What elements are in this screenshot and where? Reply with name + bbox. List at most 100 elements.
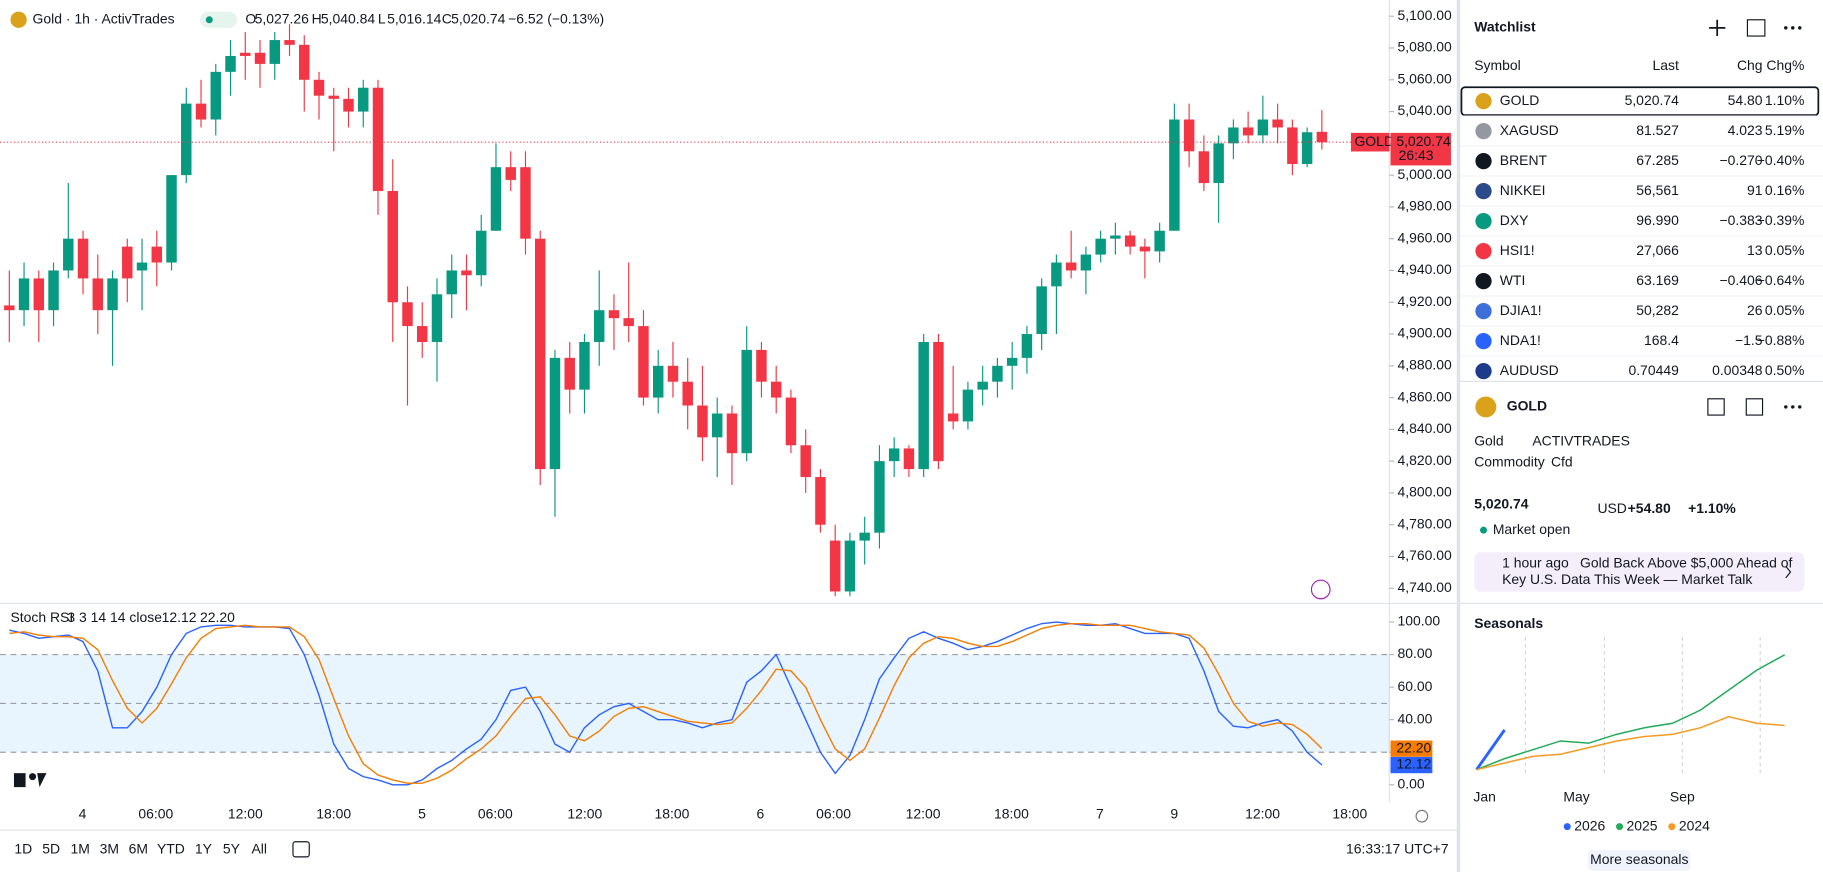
candle-body: [682, 381, 693, 406]
legend-dot: [1563, 823, 1571, 831]
range-button[interactable]: 6M: [129, 841, 148, 857]
candle-body: [785, 397, 797, 446]
x-tick-label: 12:00: [228, 806, 263, 822]
y-tick-label: 4,860.00: [1397, 388, 1452, 404]
candle-body: [122, 246, 133, 279]
ohlc-change: −6.52 (−0.13%): [508, 10, 604, 26]
seasonal-line: [1476, 715, 1785, 771]
row-cell: 67.285: [1636, 152, 1679, 168]
candle-body: [1169, 119, 1180, 231]
range-button[interactable]: 1Y: [195, 841, 212, 857]
legend-dot: [1668, 823, 1676, 831]
y-tick-label: 100.00: [1397, 613, 1440, 629]
more-dot[interactable]: [1798, 26, 1802, 30]
x-tick-label: 5: [418, 806, 426, 822]
row-symbol: DXY: [1500, 212, 1529, 228]
y-tick-label: 4,760.00: [1397, 547, 1452, 563]
candle-body: [461, 270, 472, 276]
stoch-k-value: 12.12: [162, 609, 197, 625]
range-button[interactable]: 5D: [42, 841, 60, 857]
candle-body: [328, 95, 339, 99]
row-cell: 27,066: [1636, 242, 1679, 258]
candle-body: [136, 262, 148, 271]
settings-icon[interactable]: [1415, 809, 1429, 823]
candle-body: [92, 278, 104, 311]
candle-body: [1272, 119, 1283, 128]
candle-body: [490, 167, 502, 231]
range-button[interactable]: 1D: [14, 841, 32, 857]
candle-body: [1036, 286, 1047, 335]
more-dot[interactable]: [1791, 26, 1795, 30]
row-cell: 13: [1747, 242, 1763, 258]
range-button[interactable]: 3M: [100, 841, 119, 857]
candle-body: [1213, 143, 1224, 184]
candle-body: [829, 540, 841, 592]
detail-currency: USD: [1597, 500, 1626, 516]
ohlc-h: 5,040.84: [321, 10, 376, 26]
date-range-icon[interactable]: [292, 841, 310, 858]
range-button[interactable]: YTD: [157, 841, 185, 857]
range-button[interactable]: 1M: [71, 841, 90, 857]
column-header: Last: [1652, 57, 1678, 73]
edit-icon[interactable]: [1745, 398, 1764, 416]
candle-body: [18, 278, 30, 311]
logo-wedge: [37, 773, 47, 788]
symbol-icon: [1475, 93, 1492, 110]
price-tag-countdown: 26:43: [1399, 147, 1434, 163]
candle-body: [1228, 127, 1239, 144]
clock: 16:33:17 UTC+7: [1346, 841, 1449, 857]
more-dot[interactable]: [1784, 405, 1788, 409]
y-tick-label: 4,820.00: [1397, 452, 1452, 468]
status-badge: [199, 11, 238, 28]
row-cell: 91: [1747, 182, 1763, 198]
row-cell: −0.40%: [1757, 152, 1805, 168]
more-dot[interactable]: [1784, 26, 1788, 30]
seasonal-line: [1476, 654, 1785, 771]
candle-body: [299, 44, 310, 80]
row-symbol: NIKKEI: [1500, 182, 1546, 198]
candle-body: [63, 238, 74, 271]
more-button[interactable]: [1588, 849, 1691, 871]
row-cell: 0.70449: [1628, 362, 1679, 378]
news-card[interactable]: [1474, 552, 1805, 592]
x-tick-label: 18:00: [1332, 806, 1367, 822]
candle-body: [593, 310, 605, 342]
symbol-icon: [1475, 243, 1492, 260]
row-symbol: HSI1!: [1500, 242, 1535, 258]
x-tick-label: 6: [756, 806, 764, 822]
row-cell: 4.023: [1728, 122, 1763, 138]
row-cell: 5,020.74: [1625, 92, 1680, 108]
symbol-icon: [1475, 332, 1492, 350]
ohlc-o: 5,027.26: [255, 10, 310, 26]
candle-body: [240, 52, 251, 56]
row-cell: 56,561: [1636, 182, 1679, 198]
ohlc-h_label: H: [312, 10, 322, 26]
candle-body: [372, 87, 384, 192]
column-header: Symbol: [1474, 57, 1520, 73]
ohlc-c_label: C: [442, 10, 452, 26]
y-tick-label: 4,880.00: [1397, 356, 1452, 372]
watchlist-title[interactable]: Watchlist: [1474, 19, 1536, 35]
add-icon[interactable]: [1709, 19, 1726, 37]
more-dot[interactable]: [1791, 405, 1795, 409]
candle-body: [859, 532, 870, 541]
range-button[interactable]: All: [252, 841, 268, 857]
symbol-icon: [1475, 123, 1492, 140]
range-button[interactable]: 5Y: [223, 841, 240, 857]
ohlc-l_label: L: [378, 10, 386, 26]
news-line: Key U.S. Data This Week — Market Talk: [1502, 571, 1752, 587]
y-tick-label: 80.00: [1397, 645, 1432, 661]
candle-body: [933, 341, 944, 462]
x-tick-label: 9: [1170, 806, 1178, 822]
candle-body: [1242, 127, 1254, 136]
logo-mark: [13, 773, 26, 788]
market-status: Market open: [1493, 521, 1570, 537]
selected-row[interactable]: [1460, 86, 1820, 116]
x-tick-label: 12:00: [906, 806, 941, 822]
y-tick-label: 5,040.00: [1397, 102, 1452, 118]
table-icon[interactable]: [1746, 19, 1766, 37]
layout-icon[interactable]: [1707, 398, 1725, 416]
more-dot[interactable]: [1798, 405, 1802, 409]
x-tick-label: 06:00: [478, 806, 513, 822]
y-tick-label: 4,900.00: [1397, 325, 1452, 341]
